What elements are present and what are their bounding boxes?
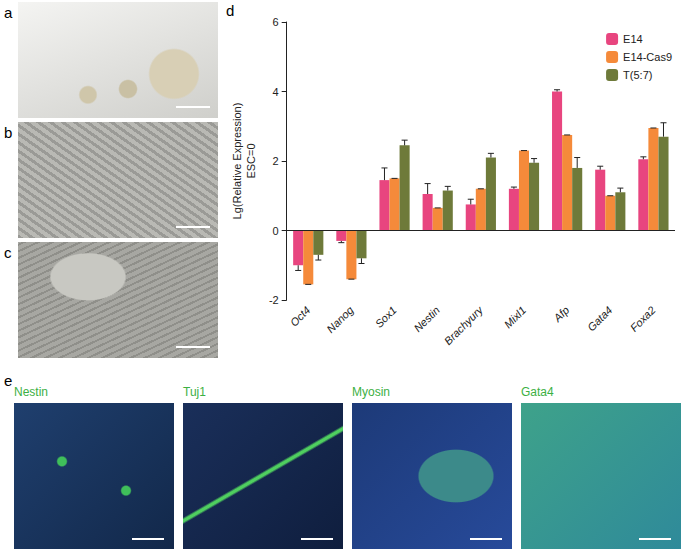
html-text:Myosin: Myosin	[352, 385, 390, 399]
html-text:Nestin: Nestin	[14, 385, 48, 399]
svg-text:T(5:7): T(5:7)	[623, 69, 652, 81]
svg-text:Oct4: Oct4	[288, 304, 313, 329]
svg-text:Nanog: Nanog	[324, 303, 356, 335]
svg-text:E14-Cas9: E14-Cas9	[623, 51, 672, 63]
svg-text:Gata4: Gata4	[585, 304, 615, 334]
svg-text:E14: E14	[623, 33, 643, 45]
html-text:Tuj1: Tuj1	[183, 385, 206, 399]
html-text:Gata4: Gata4	[521, 385, 554, 399]
svg-text:-2: -2	[269, 294, 279, 306]
svg-text:0: 0	[273, 225, 279, 237]
html-text:b: b	[4, 124, 13, 141]
svg-text:4: 4	[273, 86, 279, 98]
svg-text:2: 2	[273, 155, 279, 167]
svg-text:Foxa2: Foxa2	[628, 304, 658, 334]
html-text:c: c	[4, 244, 12, 261]
svg-text:6: 6	[273, 16, 279, 28]
html-text:d: d	[226, 2, 235, 19]
svg-text:Nestin: Nestin	[411, 304, 442, 335]
svg-text:ESC=0: ESC=0	[245, 143, 257, 178]
svg-text:Brachyury: Brachyury	[442, 303, 487, 348]
html-text:e: e	[4, 372, 13, 389]
svg-text:Sox1: Sox1	[373, 304, 399, 330]
svg-text:Lg(Relative Expression): Lg(Relative Expression)	[231, 103, 243, 220]
svg-text:Afp: Afp	[551, 304, 572, 325]
html-text:a: a	[4, 4, 13, 21]
svg-text:Mixl1: Mixl1	[502, 304, 529, 331]
